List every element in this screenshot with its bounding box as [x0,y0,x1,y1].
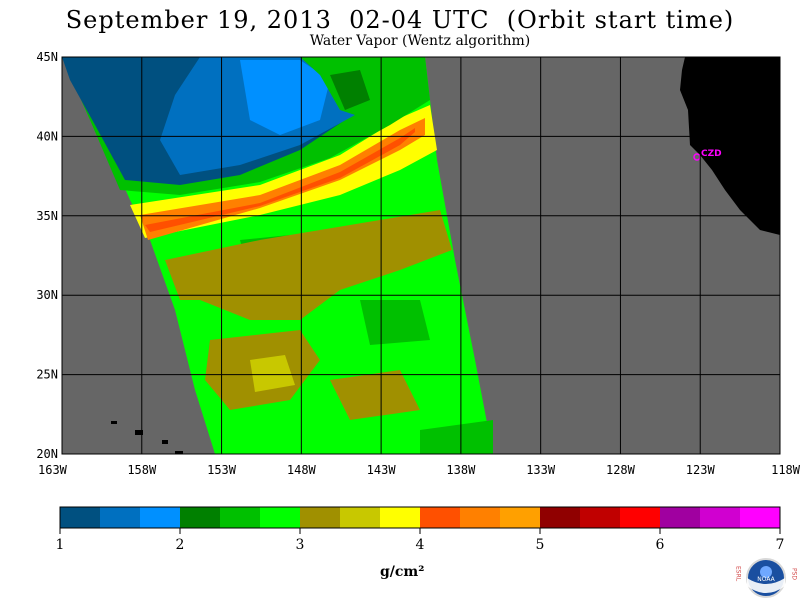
colorbar-swatch [500,507,541,528]
colorbar-unit: g/cm² [380,564,425,580]
lat-label: 25N [36,368,58,382]
swath-yellowish [250,355,295,392]
noaa-esrl-psd-logo: ESRL PSD NOAA [735,558,798,598]
colorbar-swatch [660,507,701,528]
colorbar-swatch [700,507,741,528]
latitude-labels: 45N 40N 35N 30N 25N 20N [36,50,58,461]
swath-olive-3 [330,370,420,420]
colorbar-swatch [540,507,581,528]
island-1 [111,421,117,424]
land-california [680,57,780,235]
island-2 [135,430,143,435]
logo-right-letters: PSD [791,568,798,580]
lon-label: 143W [367,463,397,477]
swath-green-north-2 [330,70,370,110]
plume-orange [140,118,425,240]
colorbar-swatch [100,507,141,528]
swath-layer [62,57,493,454]
logo-left-letters: ESRL [735,566,742,582]
lon-label: 148W [287,463,317,477]
gridlines [62,57,780,454]
colorbar-swatch [180,507,221,528]
swath-olive [165,210,452,320]
island-4 [175,451,183,454]
colorbar-tick-label: 7 [776,537,785,553]
colorbar-swatch [740,507,781,528]
lat-label: 30N [36,288,58,302]
colorbar-swatch [220,507,261,528]
colorbar-tick-label: 4 [416,537,425,553]
lon-label: 123W [686,463,716,477]
swath-darkgreen-3 [360,300,430,345]
colorbar-tick-label: 1 [56,537,65,553]
colorbar-swatch [620,507,661,528]
lat-label: 40N [36,129,58,143]
colorbar-swatch [260,507,301,528]
colorbar-tick-label: 2 [176,537,185,553]
longitude-labels: 163W 158W 153W 148W 143W 138W 133W 128W 123W 118W [38,463,800,477]
lon-label: 128W [606,463,636,477]
page-title: September 19, 2013 02-04 UTC (Orbit star… [65,6,735,34]
station-label: CZD [701,149,722,159]
colorbar-swatch [140,507,181,528]
colorbar-swatch [420,507,461,528]
colorbar-tick-label: 6 [656,537,665,553]
lat-label: 45N [36,50,58,64]
lat-label: 35N [36,209,58,223]
lon-label: 138W [446,463,476,477]
page-subtitle: Water Vapor (Wentz algorithm) [309,33,531,49]
lon-label: 153W [207,463,237,477]
colorbar-swatch [300,507,341,528]
lat-label: 20N [36,447,58,461]
colorbar-swatch [60,507,101,528]
colorbar-swatch [380,507,421,528]
lon-label: 133W [526,463,556,477]
colorbar-swatch [460,507,501,528]
colorbar-tick-label: 5 [536,537,545,553]
colorbar-tick-label: 3 [296,537,305,553]
colorbar-swatch [580,507,621,528]
colorbar [60,507,781,528]
lon-label: 163W [38,463,68,477]
swath-blue-light [240,60,330,135]
swath-darkgreen [420,420,493,454]
logo-center-text: NOAA [757,576,775,583]
lon-label: 158W [127,463,157,477]
lon-label: 118W [771,463,800,477]
colorbar-ticks: 1 2 3 4 5 6 7 [56,528,785,553]
colorbar-swatch [340,507,381,528]
map-border [61,56,781,455]
plume-red [145,128,415,232]
island-3 [162,440,168,444]
